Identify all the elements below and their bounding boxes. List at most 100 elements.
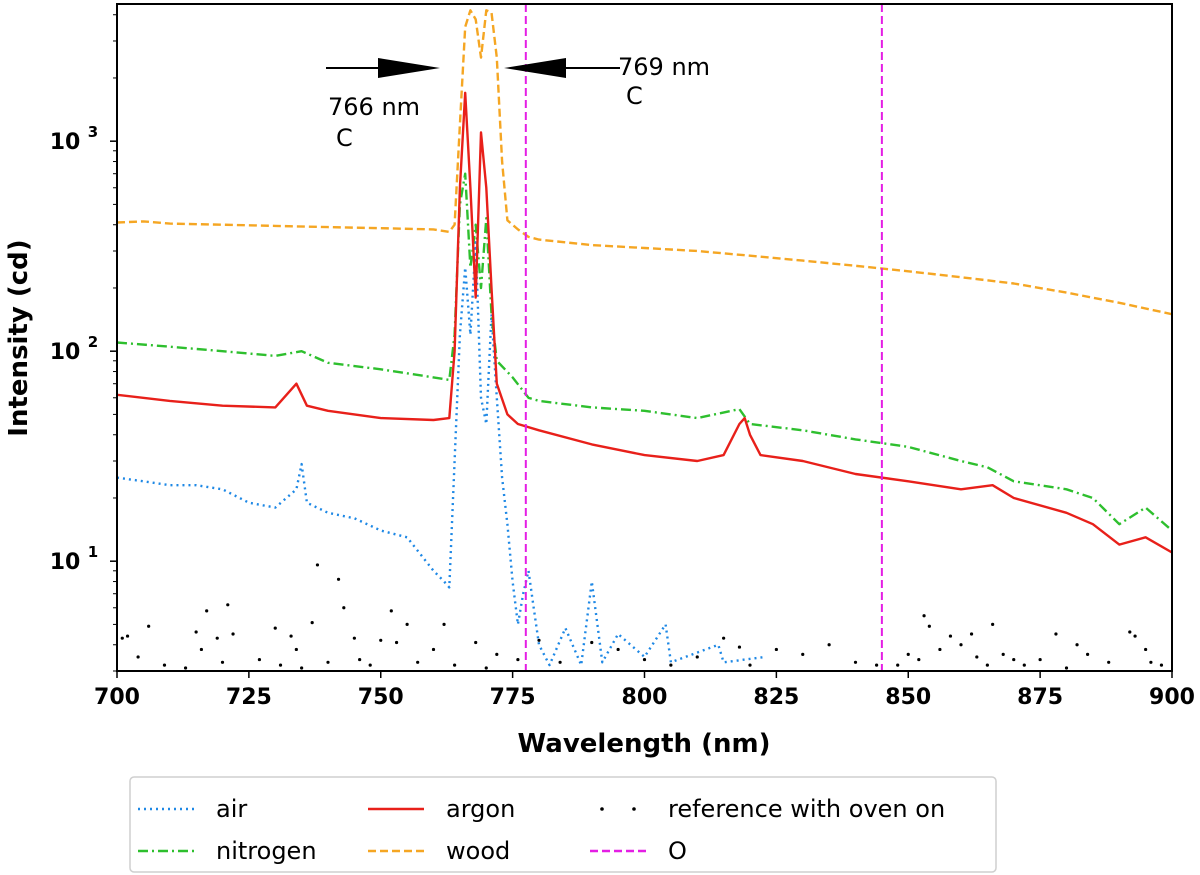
point-reference-with-oven-on-74 xyxy=(1107,660,1111,664)
x-tick-label-900: 900 xyxy=(1149,685,1195,710)
y-tick-exponent-100: 2 xyxy=(88,333,98,351)
point-reference-with-oven-on-55 xyxy=(906,652,910,656)
point-reference-with-oven-on-62 xyxy=(969,632,974,636)
point-reference-with-oven-on-13 xyxy=(257,657,262,662)
x-tick-label-850: 850 xyxy=(885,685,931,710)
annotation-766-element: C xyxy=(336,124,353,152)
point-reference-with-oven-on-22 xyxy=(336,577,341,581)
point-reference-with-oven-on-14 xyxy=(273,626,277,630)
point-reference-with-oven-on-73 xyxy=(1086,652,1090,656)
legend-label-wood: wood xyxy=(446,837,510,865)
plot-frame xyxy=(116,3,1173,672)
point-reference-with-oven-on-64 xyxy=(985,663,989,667)
series-line-nitrogen xyxy=(117,172,1172,532)
point-reference-with-oven-on-60 xyxy=(948,634,953,638)
annotation-769-element: C xyxy=(626,82,643,110)
legend-swatch-reference-with-oven-on xyxy=(600,807,604,811)
x-tick-label-750: 750 xyxy=(358,685,404,710)
point-reference-with-oven-on-15 xyxy=(278,663,283,667)
point-reference-with-oven-on-56 xyxy=(917,657,921,662)
series-line-wood xyxy=(117,9,1172,316)
point-reference-with-oven-on-79 xyxy=(1159,663,1164,667)
point-reference-with-oven-on-32 xyxy=(431,647,436,652)
point-reference-with-oven-on-27 xyxy=(379,638,383,642)
point-reference-with-oven-on-30 xyxy=(405,622,409,627)
point-reference-with-oven-on-78 xyxy=(1149,660,1153,664)
y-axis: 10 1 10 2 10 3 xyxy=(50,14,117,672)
point-reference-with-oven-on-11 xyxy=(226,603,230,607)
x-tick-label-875: 875 xyxy=(1017,685,1063,710)
point-reference-with-oven-on-19 xyxy=(310,621,314,625)
point-reference-with-oven-on-67 xyxy=(1012,657,1016,662)
legend-swatch-reference-with-oven-on-2 xyxy=(632,807,636,811)
point-reference-with-oven-on-31 xyxy=(416,660,420,664)
y-tick-label-100: 10 xyxy=(50,340,81,365)
point-reference-with-oven-on-51 xyxy=(827,643,831,647)
point-reference-with-oven-on-69 xyxy=(1038,657,1042,662)
point-reference-with-oven-on-4 xyxy=(162,663,167,667)
point-reference-with-oven-on-17 xyxy=(294,647,298,652)
point-reference-with-oven-on-5 xyxy=(183,666,188,670)
series-line-air xyxy=(117,241,766,667)
point-reference-with-oven-on-43 xyxy=(642,657,647,662)
point-reference-with-oven-on-12 xyxy=(231,632,235,636)
point-reference-with-oven-on-36 xyxy=(484,666,488,670)
point-reference-with-oven-on-33 xyxy=(442,622,446,627)
point-reference-with-oven-on-34 xyxy=(453,663,457,667)
point-reference-with-oven-on-57 xyxy=(922,614,926,618)
point-reference-with-oven-on-10 xyxy=(220,660,225,664)
y-tick-label-10: 10 xyxy=(50,550,81,575)
point-reference-with-oven-on-72 xyxy=(1075,643,1079,647)
point-reference-with-oven-on-41 xyxy=(590,640,594,645)
point-reference-with-oven-on-7 xyxy=(199,647,203,652)
annotation-766-label: 766 nm xyxy=(328,93,420,121)
point-reference-with-oven-on-48 xyxy=(748,663,752,667)
point-reference-with-oven-on-52 xyxy=(853,660,858,664)
legend-label-nitrogen: nitrogen xyxy=(216,837,317,865)
point-reference-with-oven-on-44 xyxy=(669,663,673,667)
point-reference-with-oven-on-63 xyxy=(975,655,979,659)
x-tick-label-700: 700 xyxy=(94,685,140,710)
y-tick-exponent-10: 1 xyxy=(88,543,98,561)
point-reference-with-oven-on-18 xyxy=(300,666,304,670)
point-reference-with-oven-on-50 xyxy=(801,652,805,656)
point-reference-with-oven-on-71 xyxy=(1064,666,1069,670)
legend-label-reference-with-oven-on: reference with oven on xyxy=(668,795,945,823)
point-reference-with-oven-on-16 xyxy=(289,634,293,638)
point-reference-with-oven-on-24 xyxy=(352,636,356,640)
point-reference-with-oven-on-46 xyxy=(722,636,726,640)
point-reference-with-oven-on-39 xyxy=(537,638,541,642)
legend-label-o: O xyxy=(668,837,687,865)
point-reference-with-oven-on-23 xyxy=(342,606,346,610)
x-tick-label-800: 800 xyxy=(622,685,668,710)
x-tick-label-825: 825 xyxy=(753,685,799,710)
annotation-arrow-769-head xyxy=(504,58,566,78)
point-reference-with-oven-on-0 xyxy=(120,636,124,640)
point-reference-with-oven-on-77 xyxy=(1144,647,1148,652)
point-reference-with-oven-on-66 xyxy=(1001,652,1005,656)
point-reference-with-oven-on-75 xyxy=(1128,630,1132,634)
legend-label-air: air xyxy=(216,795,247,823)
point-reference-with-oven-on-76 xyxy=(1133,634,1137,638)
point-reference-with-oven-on-45 xyxy=(695,655,699,659)
point-reference-with-oven-on-47 xyxy=(737,645,742,649)
y-tick-exponent-1000: 3 xyxy=(88,123,98,141)
series-layer xyxy=(117,9,1172,670)
point-reference-with-oven-on-37 xyxy=(495,652,499,656)
point-reference-with-oven-on-25 xyxy=(358,657,362,662)
x-axis: 700 725 750 775 800 825 850 875 900 xyxy=(94,671,1195,710)
x-axis-title: Wavelength (nm) xyxy=(518,729,771,759)
series-reference-with-oven-on xyxy=(120,563,1164,670)
point-reference-with-oven-on-28 xyxy=(389,609,393,613)
y-axis-title: Intensity (cd) xyxy=(4,239,34,436)
annotation-arrow-766-head xyxy=(378,58,440,78)
point-reference-with-oven-on-9 xyxy=(215,636,219,640)
legend: air argon reference with oven on nitrogen wo… xyxy=(129,776,997,873)
point-reference-with-oven-on-61 xyxy=(959,643,963,647)
point-reference-with-oven-on-2 xyxy=(136,655,140,659)
point-reference-with-oven-on-29 xyxy=(394,640,399,645)
legend-frame xyxy=(129,776,997,873)
point-reference-with-oven-on-40 xyxy=(558,660,562,664)
point-reference-with-oven-on-26 xyxy=(368,663,372,667)
